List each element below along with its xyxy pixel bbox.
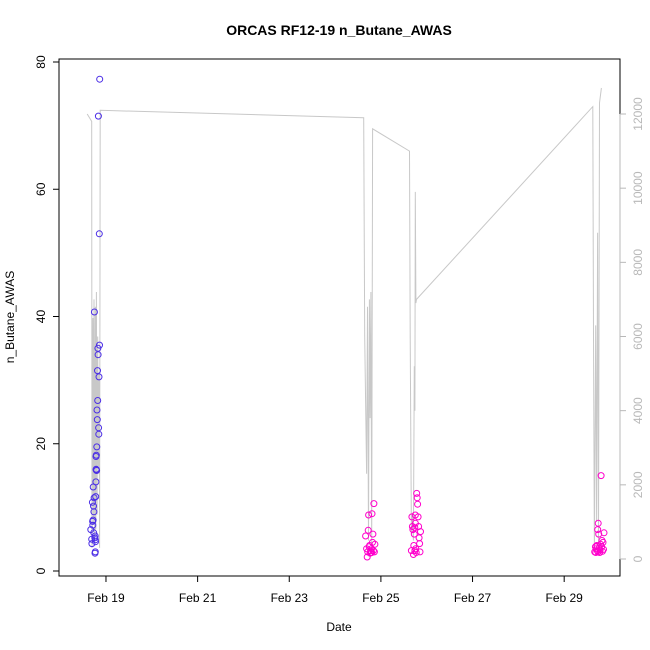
y2-tick-label: 8000 [631, 249, 645, 276]
data-point [368, 549, 376, 556]
data-point [95, 373, 103, 381]
data-point [416, 548, 424, 556]
y-tick-label: 40 [34, 310, 48, 324]
x-tick-label: Feb 29 [545, 591, 583, 605]
data-point [89, 516, 97, 524]
data-point [89, 521, 97, 529]
data-point [369, 530, 377, 538]
data-point [88, 540, 96, 548]
data-point [412, 549, 420, 556]
data-point [369, 547, 377, 555]
x-tick-label: Feb 19 [87, 591, 125, 605]
y-tick-label: 80 [34, 55, 48, 69]
data-point [599, 538, 607, 546]
y2-tick-label: 4000 [631, 397, 645, 424]
y-axis-right: 0 2000 4000 6000 8000 10000 12000 [619, 97, 645, 562]
data-point [413, 494, 421, 502]
y2-tick-label: 10000 [631, 171, 645, 205]
data-point [92, 493, 100, 501]
data-point [94, 397, 102, 404]
data-point [600, 529, 608, 537]
data-point [91, 536, 99, 544]
data-point [96, 341, 103, 349]
data-point [365, 511, 373, 519]
data-point [370, 548, 378, 556]
data-point [90, 529, 98, 537]
y-tick-label: 60 [34, 182, 48, 196]
data-point [362, 532, 370, 540]
y2-tick-label: 12000 [631, 97, 645, 131]
data-point [414, 500, 422, 508]
data-point [411, 519, 419, 527]
data-point [90, 308, 98, 316]
data-point [368, 510, 376, 518]
data-point [414, 513, 422, 521]
data-point [597, 472, 605, 480]
data-point [413, 489, 421, 497]
y-axis-label: n_Butane_AWAS [3, 271, 17, 364]
data-point [92, 453, 100, 460]
data-point [411, 547, 419, 555]
data-point [94, 112, 102, 120]
data-point [371, 540, 379, 548]
data-point [411, 524, 419, 532]
data-point [600, 545, 607, 553]
points-layer [87, 75, 608, 561]
altitude-line [86, 87, 602, 552]
data-point [95, 230, 103, 238]
data-point [93, 443, 101, 451]
data-point [594, 519, 602, 527]
data-point [95, 430, 103, 438]
data-point [96, 75, 104, 83]
y-tick-label: 20 [34, 437, 48, 451]
x-tick-label: Feb 25 [362, 591, 400, 605]
y2-tick-label: 6000 [631, 323, 645, 350]
chart-title: ORCAS RF12-19 n_Butane_AWAS [226, 22, 452, 38]
data-point [364, 526, 372, 534]
y-axis-left: 0 20 40 60 80 [34, 55, 60, 574]
x-tick-label: Feb 23 [271, 591, 309, 605]
data-point [370, 500, 378, 508]
data-point [91, 548, 99, 556]
x-axis-label: Date [326, 620, 352, 634]
x-axis: Feb 19 Feb 21 Feb 23 Feb 25 Feb 27 Feb 29 [87, 575, 583, 605]
x-tick-label: Feb 27 [454, 591, 492, 605]
plot-frame [58, 58, 621, 577]
data-point [416, 540, 424, 548]
data-point [93, 406, 101, 414]
data-point [94, 351, 102, 359]
x-tick-label: Feb 21 [179, 591, 217, 605]
data-point [88, 498, 96, 506]
data-point [90, 508, 98, 516]
data-point [409, 526, 417, 534]
data-point [92, 465, 100, 473]
data-point [90, 494, 98, 502]
data-point [92, 478, 100, 486]
y-tick-label: 0 [34, 567, 48, 574]
data-point [91, 532, 99, 540]
data-point [594, 548, 602, 556]
data-point [417, 528, 424, 536]
data-point [93, 416, 101, 424]
y2-tick-label: 2000 [631, 471, 645, 498]
y2-tick-label: 0 [631, 555, 645, 562]
altitude-layer [86, 87, 602, 552]
data-point [415, 534, 423, 542]
data-point [94, 367, 101, 375]
